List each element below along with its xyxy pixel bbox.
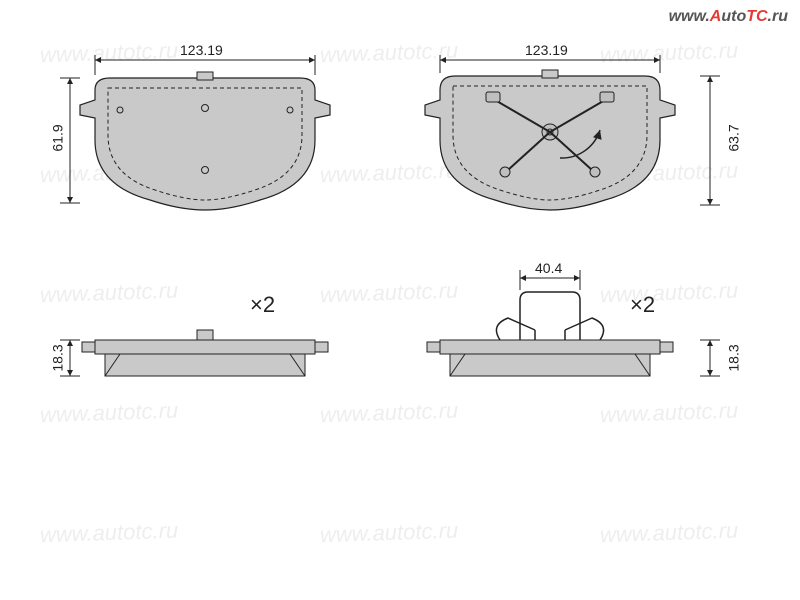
pad-bottom-left [60, 330, 328, 376]
diagram-stage: 123.19 61.9 123.19 63.7 18.3 18.3 40.4 ×… [0, 0, 800, 600]
logo-suffix: .ru [768, 8, 788, 25]
logo-tc: TC [746, 8, 767, 25]
dim-tl-width: 123.19 [180, 42, 223, 58]
logo-uto: uto [721, 8, 746, 25]
diagram-svg [0, 0, 800, 600]
logo-a: A [710, 8, 722, 25]
mult-left: ×2 [250, 292, 275, 318]
mult-right: ×2 [630, 292, 655, 318]
dim-br-clip: 40.4 [535, 260, 562, 276]
dim-tr-height: 63.7 [726, 124, 742, 151]
dim-br-thick: 18.3 [726, 344, 742, 371]
site-logo: www.AutoTC.ru [669, 8, 788, 26]
pad-top-left [60, 55, 330, 210]
dim-tl-height: 61.9 [50, 124, 66, 151]
dim-tr-width: 123.19 [525, 42, 568, 58]
pad-bottom-right [427, 270, 720, 376]
pad-top-right [425, 55, 720, 210]
dim-bl-thick: 18.3 [50, 344, 66, 371]
logo-prefix: www. [669, 8, 710, 25]
